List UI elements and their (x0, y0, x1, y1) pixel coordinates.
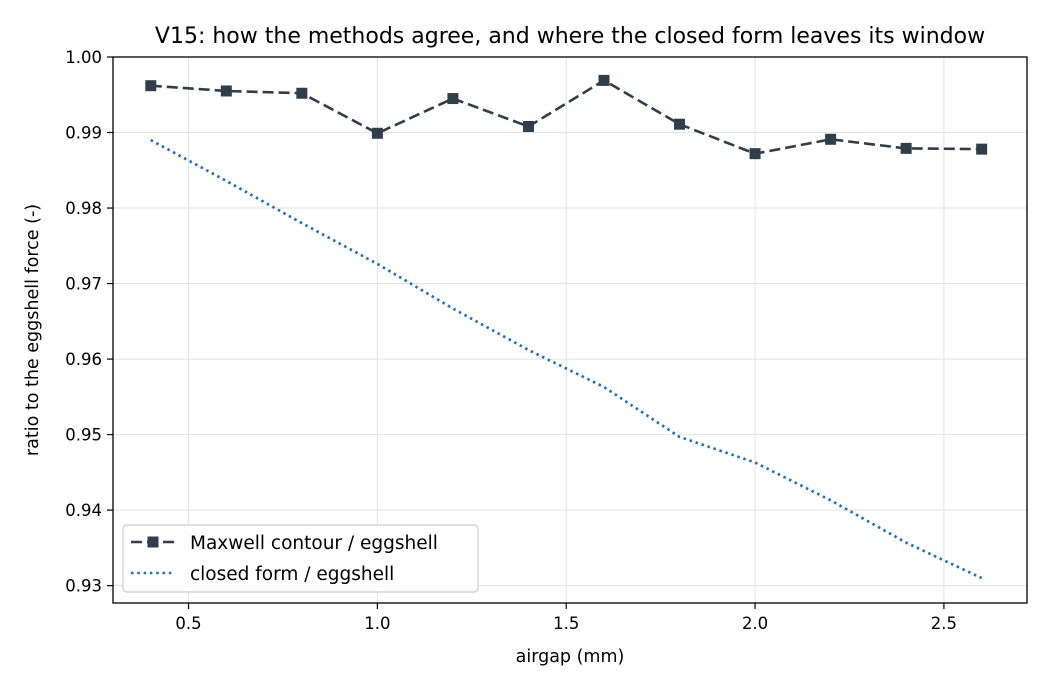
legend-swatch-marker (147, 536, 159, 548)
data-point (522, 120, 534, 132)
data-point (598, 74, 610, 86)
x-tick-label: 2.5 (931, 614, 957, 633)
y-tick-label: 0.95 (65, 426, 102, 445)
legend-label: Maxwell contour / eggshell (190, 533, 438, 554)
data-point (447, 93, 459, 105)
x-tick-label: 1.5 (553, 614, 579, 633)
x-tick-label: 0.5 (175, 614, 201, 633)
data-point (825, 133, 837, 145)
x-axis-label: airgap (mm) (516, 647, 625, 667)
data-point (145, 80, 157, 92)
chart-title: V15: how the methods agree, and where th… (155, 24, 985, 49)
legend-label: closed form / eggshell (190, 564, 394, 585)
y-tick-label: 1.00 (65, 48, 102, 67)
data-point (371, 127, 383, 139)
y-tick-label: 0.98 (65, 199, 102, 218)
y-tick-label: 0.99 (65, 124, 102, 143)
y-tick-label: 0.97 (65, 275, 102, 294)
y-axis-label: ratio to the eggshell force (-) (23, 204, 43, 456)
y-tick-label: 0.94 (65, 501, 102, 520)
y-tick-label: 0.93 (65, 577, 102, 596)
data-point (220, 85, 232, 97)
y-tick-label: 0.96 (65, 350, 102, 369)
x-tick-label: 2.0 (742, 614, 768, 633)
data-point (976, 143, 988, 155)
axis-ticks: 0.5 1.0 1.5 2.0 2.5 0.93 0.94 0.95 0.96 0.97 0.98 0… (65, 48, 957, 633)
plot-frame (112, 56, 1028, 604)
series-line (150, 78, 982, 156)
data-point (900, 142, 912, 154)
data-point (674, 118, 686, 130)
series-layer (145, 74, 988, 580)
legend-box (122, 524, 479, 593)
grid (113, 56, 1027, 603)
data-point (749, 148, 761, 160)
series-line (150, 138, 983, 580)
legend: Maxwell contour / eggshell closed form / … (122, 524, 479, 593)
data-point (296, 87, 308, 99)
x-tick-label: 1.0 (364, 614, 390, 633)
